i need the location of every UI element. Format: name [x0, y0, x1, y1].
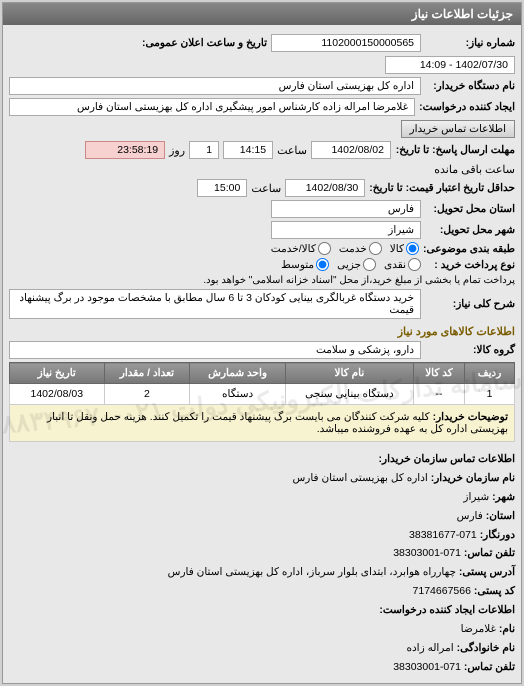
postal: 7174667566 [413, 585, 471, 597]
payment-group: نقدی جزیی متوسط [281, 258, 421, 271]
remaining-days-label: روز [169, 144, 185, 157]
valid-until-label: حداقل تاریخ اعتبار قیمت: تا تاریخ: [369, 182, 515, 194]
c-city-label: شهر: [492, 491, 515, 503]
fax-label: دورنگار: [480, 529, 515, 541]
td-2: دستگاه بینایی سنجی [285, 384, 413, 405]
goods-section-title: اطلاعات کالاهای مورد نیاز [9, 325, 515, 338]
table-note-cell: توضیحات خریدار: کلیه شرکت کنندگان می بای… [10, 405, 515, 442]
org-name: اداره کل بهزیستی استان فارس [292, 472, 427, 484]
address-label: آدرس پستی: [459, 566, 515, 578]
name-value: غلامرضا [461, 623, 496, 635]
province: فارس [271, 200, 421, 218]
creator-section: اطلاعات ایجاد کننده درخواست: [379, 604, 515, 616]
fax: 071-38381677 [409, 529, 477, 541]
deadline-send-label: مهلت ارسال پاسخ: تا تاریخ: [395, 144, 515, 156]
td-0: 1 [465, 384, 515, 405]
category-group: کالا خدمت کالا/خدمت [271, 242, 419, 255]
c-province-label: استان: [486, 510, 515, 522]
td-3: دستگاه [190, 384, 286, 405]
category-radio-all[interactable] [406, 242, 419, 255]
family-label: نام خانوادگی: [457, 642, 515, 654]
payment-cash-label: نقدی [384, 259, 406, 271]
family-value: امراله زاده [406, 642, 453, 654]
payment-partial-label: جزیی [337, 259, 361, 271]
goods-group-label: گروه کالا: [425, 344, 515, 356]
table-note-row: توضیحات خریدار: کلیه شرکت کنندگان می بای… [10, 405, 515, 442]
contact-button[interactable]: اطلاعات تماس خریدار [401, 120, 515, 138]
address: چهارراه هوابرد، ابتدای بلوار سرباز، ادار… [168, 566, 456, 578]
phone2-label: تلفن تماس: [464, 661, 515, 673]
city: شیراز [271, 221, 421, 239]
c-province: فارس [457, 510, 483, 522]
deadline-send-date: 1402/08/02 [311, 141, 391, 159]
th-5: تاریخ نیاز [10, 363, 105, 384]
td-4: 2 [104, 384, 190, 405]
deadline-send-time: 14:15 [223, 141, 273, 159]
th-1: کد کالا [413, 363, 464, 384]
category-all-label: کالا [390, 243, 404, 255]
name-label: نام: [499, 623, 515, 635]
org-section: اطلاعات تماس سازمان خریدار: [379, 453, 515, 465]
announce-value: 1402/07/30 - 14:09 [385, 56, 515, 74]
requester-label: ایجاد کننده درخواست: [419, 101, 515, 113]
time-label: ساعت [277, 144, 307, 157]
th-3: واحد شمارش [190, 363, 286, 384]
th-4: تعداد / مقدار [104, 363, 190, 384]
details-panel: جزئیات اطلاعات نیاز شماره نیاز: 11020001… [2, 2, 522, 684]
request-no-label: شماره نیاز: [425, 37, 515, 49]
org-name-label: نام سازمان خریدار: [431, 472, 515, 484]
remaining-time: 23:58:19 [85, 141, 165, 159]
keywords-label: شرح کلی نیاز: [425, 298, 515, 310]
payment-label: نوع پرداخت خرید : [425, 259, 515, 271]
phone2: 071-38303001 [393, 661, 461, 673]
c-city: شیراز [463, 491, 489, 503]
goods-group: دارو، پزشکی و سلامت [9, 341, 421, 359]
td-1: -- [413, 384, 464, 405]
category-radio-service[interactable] [369, 242, 382, 255]
category-both-label: کالا/خدمت [271, 243, 316, 255]
table-wrap: ردیف کد کالا نام کالا واحد شمارش تعداد /… [9, 362, 515, 442]
category-service-label: خدمت [339, 243, 367, 255]
province-label: استان محل تحویل: [425, 203, 515, 215]
phone: 071-38303001 [393, 547, 461, 559]
td-5: 1402/08/03 [10, 384, 105, 405]
valid-time-label: ساعت [251, 182, 281, 195]
valid-until-time: 15:00 [197, 179, 247, 197]
payment-radio-mid[interactable] [316, 258, 329, 271]
phone-label: تلفن تماس: [464, 547, 515, 559]
note-label: توضیحات خریدار: [433, 411, 508, 423]
requester: غلامرضا امراله زاده کارشناس امور پیشگیری… [9, 98, 415, 116]
remaining-label: ساعت باقی مانده [434, 163, 515, 176]
payment-radio-partial[interactable] [363, 258, 376, 271]
request-no: 1102000150000565 [271, 34, 421, 52]
table-header-row: ردیف کد کالا نام کالا واحد شمارش تعداد /… [10, 363, 515, 384]
contact-block: اطلاعات تماس سازمان خریدار: نام سازمان خ… [9, 450, 515, 677]
valid-until-date: 1402/08/30 [285, 179, 365, 197]
payment-radio-cash[interactable] [408, 258, 421, 271]
buyer-name: اداره کل بهزیستی استان فارس [9, 77, 421, 95]
panel-body: شماره نیاز: 1102000150000565 تاریخ و ساع… [3, 25, 521, 683]
category-radio-both[interactable] [318, 242, 331, 255]
table-row: 1 -- دستگاه بینایی سنجی دستگاه 2 1402/08… [10, 384, 515, 405]
category-label: طبقه بندی موضوعی: [423, 243, 515, 255]
th-2: نام کالا [285, 363, 413, 384]
goods-table: ردیف کد کالا نام کالا واحد شمارش تعداد /… [9, 362, 515, 442]
postal-label: کد پستی: [474, 585, 515, 597]
city-label: شهر محل تحویل: [425, 224, 515, 236]
announce-label: تاریخ و ساعت اعلان عمومی: [117, 37, 267, 49]
panel-title: جزئیات اطلاعات نیاز [3, 3, 521, 25]
th-0: ردیف [465, 363, 515, 384]
buyer-name-label: نام دستگاه خریدار: [425, 80, 515, 92]
payment-note: پرداخت تمام یا بخشی از مبلغ خرید،از محل … [203, 275, 515, 286]
keywords: خرید دستگاه غربالگری بینایی کودکان 3 تا … [9, 289, 421, 319]
remaining-days: 1 [189, 141, 219, 159]
payment-mid-label: متوسط [281, 259, 314, 271]
